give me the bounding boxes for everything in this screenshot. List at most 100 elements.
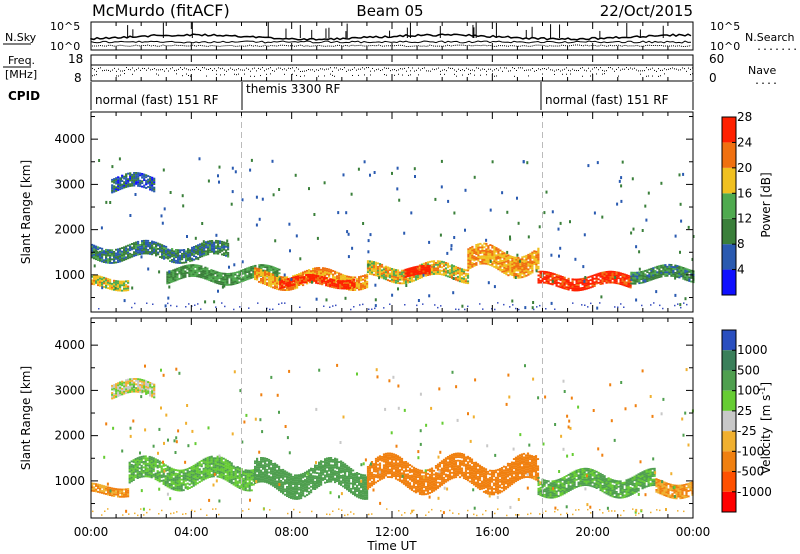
heatmap-cell: [527, 270, 530, 273]
heatmap-cell: [166, 480, 169, 482]
heatmap-cell: [368, 308, 370, 310]
heatmap-cell: [192, 271, 195, 274]
heatmap-cell: [295, 275, 298, 278]
heatmap-cell: [152, 468, 155, 471]
heatmap-cell: [627, 276, 630, 279]
heatmap-cell: [398, 275, 402, 277]
heatmap-cell: [412, 279, 416, 282]
heatmap-cell: [222, 463, 225, 465]
heatmap-cell: [128, 481, 131, 484]
heatmap-cell: [664, 275, 667, 277]
heatmap-cell: [242, 485, 245, 487]
heatmap-cell: [616, 202, 619, 206]
heatmap-cell: [208, 458, 211, 460]
heatmap-cell: [119, 184, 122, 187]
nave-dot: [202, 67, 203, 69]
heatmap-cell: [113, 178, 116, 180]
heatmap-cell: [226, 465, 229, 468]
heatmap-cell: [217, 252, 220, 255]
heatmap-cell: [99, 258, 102, 260]
heatmap-cell: [583, 288, 586, 291]
heatmap-cell: [109, 280, 112, 283]
heatmap-cell: [111, 492, 114, 495]
heatmap-cell: [543, 270, 546, 273]
nave-dot: [412, 67, 413, 69]
heatmap-cell: [252, 483, 255, 486]
heatmap-cell: [204, 268, 207, 271]
heatmap-cell: [630, 273, 633, 276]
heatmap-cell: [495, 258, 498, 260]
heatmap-cell: [266, 274, 269, 277]
heatmap-cell: [535, 269, 538, 273]
nave-dot: [142, 67, 143, 69]
heatmap-cell: [642, 275, 645, 278]
heatmap-cell: [635, 245, 638, 249]
nave-dot: [336, 67, 337, 69]
heatmap-cell: [252, 265, 255, 268]
heatmap-cell: [563, 276, 566, 279]
heatmap-cell: [519, 258, 522, 261]
heatmap-cell: [306, 282, 309, 285]
heatmap-cell: [171, 248, 174, 250]
nave-dot: [384, 67, 385, 69]
heatmap-cell: [497, 252, 500, 254]
heatmap-cell: [523, 273, 526, 276]
heatmap-cell: [137, 383, 140, 386]
heatmap-cell: [194, 474, 197, 477]
heatmap-cell: [180, 478, 183, 481]
heatmap-cell: [234, 472, 237, 475]
heatmap-cell: [467, 250, 470, 252]
nave-dot: [236, 74, 237, 76]
heatmap-cell: [382, 277, 386, 280]
heatmap-cell: [481, 246, 484, 249]
heatmap-cell: [179, 254, 182, 257]
heatmap-cell: [232, 274, 235, 276]
heatmap-cell: [154, 461, 157, 464]
heatmap-cell: [162, 468, 165, 471]
heatmap-cell: [127, 281, 130, 284]
heatmap-cell: [184, 477, 187, 480]
heatmap-cell: [260, 281, 263, 284]
heatmap-cell: [557, 281, 560, 284]
heatmap-cell: [632, 271, 635, 274]
heatmap-cell: [264, 473, 267, 476]
heatmap-cell: [292, 490, 295, 493]
heatmap-cell: [214, 466, 217, 469]
heatmap-cell: [177, 260, 180, 262]
heatmap-cell: [125, 245, 128, 248]
heatmap-cell: [145, 187, 148, 189]
heatmap-cell: [149, 179, 152, 182]
heatmap-cell: [489, 259, 492, 263]
heatmap-cell: [549, 275, 552, 278]
heatmap-cell: [638, 275, 641, 277]
heatmap-cell: [228, 472, 231, 474]
heatmap-cell: [137, 183, 140, 185]
heatmap-cell: [186, 264, 189, 267]
heatmap-cell: [525, 258, 528, 261]
heatmap-cell: [180, 475, 183, 477]
heatmap-cell: [688, 278, 691, 281]
heatmap-cell: [513, 276, 516, 279]
heatmap-cell: [309, 275, 312, 278]
heatmap-cell: [640, 276, 643, 279]
nave-dot: [262, 67, 263, 69]
heatmap-cell: [376, 269, 380, 272]
heatmap-cell: [614, 306, 616, 308]
heatmap-cell: [166, 273, 169, 276]
heatmap-cell: [119, 390, 122, 393]
heatmap-cell: [91, 256, 94, 259]
heatmap-cell: [525, 262, 528, 264]
nave-dot: [470, 69, 471, 71]
heatmap-cell: [181, 254, 184, 257]
heatmap-cell: [236, 274, 239, 277]
nave-dot: [300, 70, 301, 72]
heatmap-cell: [210, 455, 213, 458]
heatmap-cell: [170, 480, 173, 483]
heatmap-cell: [487, 281, 490, 285]
heatmap-cell: [555, 283, 558, 285]
nave-dot: [366, 67, 367, 69]
heatmap-cell: [240, 269, 243, 272]
heatmap-cell: [597, 278, 600, 281]
heatmap-cell: [119, 251, 122, 254]
